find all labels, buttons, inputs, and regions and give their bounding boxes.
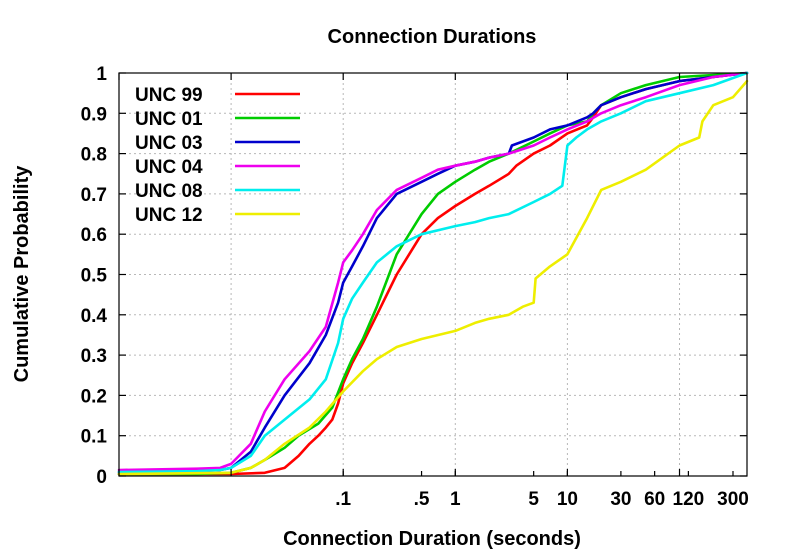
chart-title: Connection Durations bbox=[328, 26, 537, 48]
series-line-unc-08 bbox=[117, 71, 749, 474]
y-tick-label: 1 bbox=[96, 64, 107, 85]
legend-label-unc-12: UNC 12 bbox=[135, 205, 203, 226]
series-line-unc-01 bbox=[117, 71, 749, 476]
legend-label-unc-08: UNC 08 bbox=[135, 181, 203, 202]
y-tick-label: 0.5 bbox=[81, 266, 108, 287]
x-tick-label: 30 bbox=[610, 489, 631, 510]
x-tick-label: 1 bbox=[450, 489, 461, 510]
y-tick-label: 0.1 bbox=[81, 427, 108, 448]
series-line-unc-99 bbox=[117, 71, 749, 476]
x-tick-label: 10 bbox=[557, 489, 578, 510]
y-tick-label: 0.6 bbox=[81, 225, 107, 246]
legend-label-unc-01: UNC 01 bbox=[135, 109, 203, 130]
x-tick-label: 5 bbox=[528, 489, 539, 510]
y-tick-label: 0.4 bbox=[81, 306, 108, 327]
axis-ticks: 0 0.1 0.2 0.3 0.4 0.5 0.6 0.7 0.8 0.9 1 .1 .5 1 5 10 30 6… bbox=[81, 64, 749, 510]
y-tick-label: 0.3 bbox=[81, 346, 107, 367]
x-axis-label: Connection Duration (seconds) bbox=[283, 528, 581, 550]
y-tick-label: 0.8 bbox=[81, 145, 107, 166]
series-line-unc-03 bbox=[117, 71, 749, 474]
y-tick-label: 0.2 bbox=[81, 386, 107, 407]
grid bbox=[119, 73, 747, 476]
x-tick-label: .1 bbox=[335, 489, 351, 510]
y-axis-label: Cumulative Probability bbox=[11, 165, 33, 383]
x-tick-label: 120 bbox=[673, 489, 705, 510]
legend-label-unc-99: UNC 99 bbox=[135, 85, 203, 106]
x-tick-label: 300 bbox=[717, 489, 749, 510]
x-tick-label: 60 bbox=[644, 489, 665, 510]
plot-frame bbox=[118, 72, 748, 477]
x-tick-label: .5 bbox=[414, 489, 430, 510]
legend-label-unc-03: UNC 03 bbox=[135, 133, 203, 154]
y-tick-label: 0.7 bbox=[81, 185, 107, 206]
legend: UNC 99 UNC 01 UNC 03 UNC 04 UNC 08 UNC 12 bbox=[135, 85, 300, 226]
series-line-unc-12 bbox=[117, 79, 749, 476]
y-tick-label: 0.9 bbox=[81, 104, 107, 125]
legend-label-unc-04: UNC 04 bbox=[135, 157, 203, 178]
series-lines bbox=[117, 71, 749, 476]
series-line-unc-04 bbox=[117, 71, 749, 472]
y-tick-label: 0 bbox=[96, 467, 107, 488]
